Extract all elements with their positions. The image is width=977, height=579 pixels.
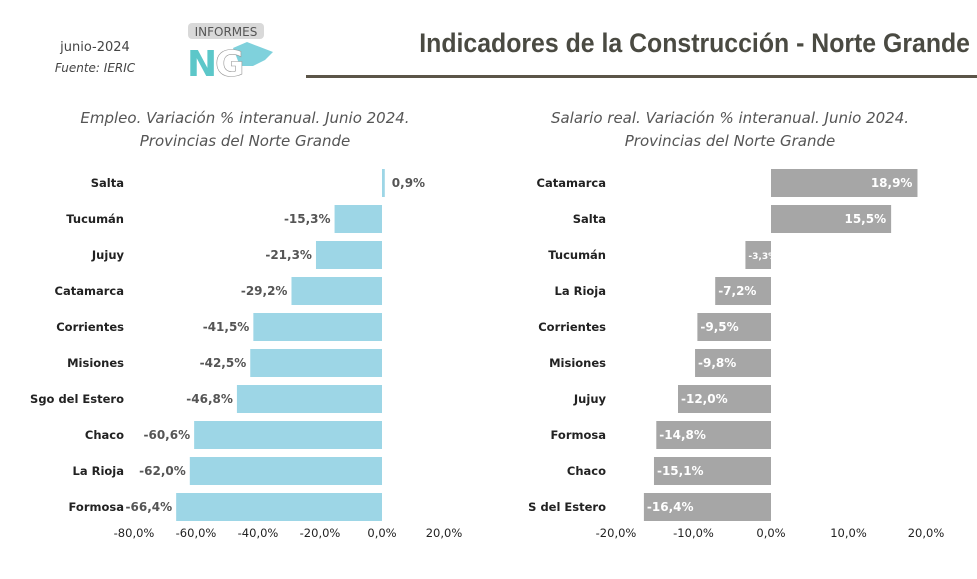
data-label: -14,8% xyxy=(659,428,706,442)
category-label: S del Estero xyxy=(528,500,606,514)
data-label: -42,5% xyxy=(200,356,247,370)
employment-chart-title: Empleo. Variación % interanual. Junio 20… xyxy=(40,107,450,153)
page-title: Indicadores de la Construcción - Norte G… xyxy=(419,28,970,58)
bar xyxy=(253,313,382,341)
category-label: Corrientes xyxy=(538,320,606,334)
bar xyxy=(771,169,918,197)
data-label: -12,0% xyxy=(681,392,728,406)
category-label: Formosa xyxy=(551,428,606,442)
data-label: -3,3% xyxy=(748,252,777,262)
bar xyxy=(656,421,771,449)
bar xyxy=(678,385,771,413)
data-label: 0,9% xyxy=(392,176,425,190)
x-tick-label: -20,0% xyxy=(596,526,637,540)
bar xyxy=(236,385,382,413)
x-tick-label: 20,0% xyxy=(908,526,945,540)
data-label: -29,2% xyxy=(241,284,288,298)
category-label: Misiones xyxy=(67,356,124,370)
x-tick-label: 0,0% xyxy=(756,526,785,540)
data-label: -9,8% xyxy=(698,356,736,370)
bar xyxy=(250,349,382,377)
bar xyxy=(715,277,771,305)
data-label: 15,5% xyxy=(844,212,886,226)
svg-text:G: G xyxy=(215,44,245,82)
data-label: -46,8% xyxy=(186,392,233,406)
bar xyxy=(382,169,385,197)
category-label: La Rioja xyxy=(73,464,125,478)
bar xyxy=(291,277,382,305)
bar xyxy=(315,241,382,269)
category-label: Salta xyxy=(91,176,124,190)
data-label: -62,0% xyxy=(139,464,186,478)
x-tick-label: 10,0% xyxy=(830,526,867,540)
informes-ng-logo: INFORMES N G xyxy=(187,23,273,82)
source-note: Fuente: IERIC xyxy=(54,61,136,75)
x-tick-label: -10,0% xyxy=(673,526,714,540)
category-label: Corrientes xyxy=(56,320,124,334)
category-label: Salta xyxy=(573,212,606,226)
category-label: Tucumán xyxy=(548,248,606,262)
category-label: La Rioja xyxy=(555,284,607,298)
title-underline xyxy=(306,75,977,78)
category-label: Catamarca xyxy=(537,176,606,190)
bar xyxy=(745,241,771,269)
chart-subtitle-line: Provincias del Norte Grande xyxy=(139,132,351,150)
category-label: Chaco xyxy=(85,428,124,442)
bar xyxy=(334,205,382,233)
salary-chart-title: Salario real. Variación % interanual. Ju… xyxy=(520,107,940,153)
category-label: Misiones xyxy=(549,356,606,370)
x-tick-label: -80,0% xyxy=(114,526,155,540)
report-date: junio-2024 xyxy=(60,40,130,55)
category-label: Formosa xyxy=(69,500,124,514)
bar xyxy=(643,493,771,521)
svg-text:N: N xyxy=(187,44,217,82)
category-label: Sgo del Estero xyxy=(30,392,124,406)
category-label: Jujuy xyxy=(573,392,607,406)
x-tick-label: -60,0% xyxy=(176,526,217,540)
category-label: Catamarca xyxy=(55,284,124,298)
x-tick-label: -40,0% xyxy=(238,526,279,540)
category-label: Jujuy xyxy=(91,248,125,262)
data-label: -9,5% xyxy=(700,320,738,334)
x-tick-label: -20,0% xyxy=(300,526,341,540)
bar xyxy=(771,205,892,233)
x-tick-label: 0,0% xyxy=(367,526,396,540)
data-label: -66,4% xyxy=(126,500,173,514)
svg-text:INFORMES: INFORMES xyxy=(195,25,258,39)
bar xyxy=(695,349,771,377)
chart-title-line: Salario real. Variación % interanual. Ju… xyxy=(550,109,910,127)
data-label: -21,3% xyxy=(265,248,312,262)
chart-title-line: Empleo. Variación % interanual. Junio 20… xyxy=(80,109,410,127)
data-label: -15,3% xyxy=(284,212,331,226)
chart-subtitle-line: Provincias del Norte Grande xyxy=(624,132,836,150)
category-label: Tucumán xyxy=(66,212,124,226)
bar xyxy=(189,457,382,485)
x-tick-label: 20,0% xyxy=(426,526,463,540)
data-label: -16,4% xyxy=(647,500,694,514)
bar xyxy=(194,421,382,449)
bar xyxy=(653,457,771,485)
data-label: -60,6% xyxy=(144,428,191,442)
data-label: 18,9% xyxy=(871,176,913,190)
bar xyxy=(176,493,382,521)
category-label: Chaco xyxy=(567,464,606,478)
data-label: -7,2% xyxy=(718,284,756,298)
data-label: -15,1% xyxy=(657,464,704,478)
data-label: -41,5% xyxy=(203,320,250,334)
bar xyxy=(697,313,771,341)
